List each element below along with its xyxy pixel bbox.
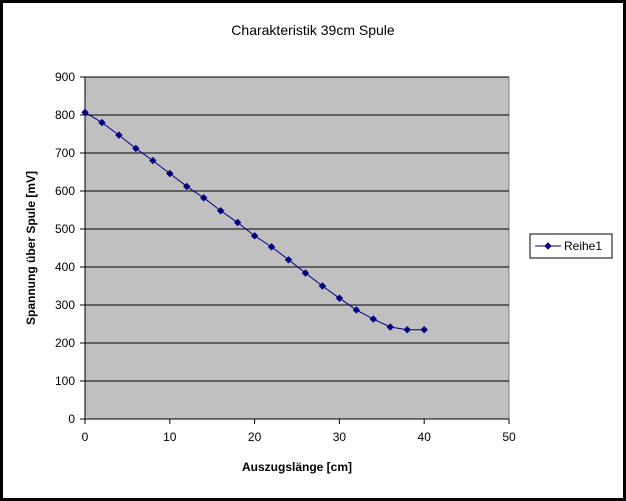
tick-labels: 0 100 200 300 400 500 600 700 800 900 0 10 20 30 40 50 [55, 70, 516, 444]
x-tick-label-40: 40 [418, 430, 432, 444]
x-tick-label-10: 10 [163, 430, 177, 444]
x-tick-label-50: 50 [502, 430, 516, 444]
y-tick-label-500: 500 [55, 222, 75, 236]
data-point [301, 269, 310, 277]
data-point [115, 131, 123, 139]
y-tick-label-300: 300 [55, 298, 75, 312]
data-point [149, 156, 157, 165]
y-tick-label-900: 900 [55, 70, 75, 84]
legend-marker [544, 242, 552, 250]
data-point [403, 325, 411, 334]
x-tick-label-20: 20 [248, 430, 262, 444]
y-tick-label-0: 0 [68, 412, 75, 426]
data-point [183, 182, 191, 191]
y-axis-title: Spannung über Spule [mV] [24, 171, 38, 325]
x-axis-title: Auszugslänge [cm] [242, 460, 352, 474]
axes [84, 77, 509, 420]
data-point [233, 218, 242, 227]
data-point [318, 282, 327, 290]
gridlines [85, 76, 509, 382]
legend-label-reihe1: Reihe1 [564, 239, 602, 253]
data-point [386, 323, 394, 331]
data-point [284, 256, 293, 264]
data-point [98, 118, 106, 127]
y-tick-label-400: 400 [55, 260, 75, 274]
data-point [250, 232, 259, 240]
y-tick-label-600: 600 [55, 184, 75, 198]
chart-title: Charakteristik 39cm Spule [231, 22, 395, 38]
data-point [335, 294, 344, 302]
y-tick-label-700: 700 [55, 146, 75, 160]
series [81, 108, 428, 334]
data-point [420, 325, 428, 334]
y-tick-label-200: 200 [55, 336, 75, 350]
x-tick-label-0: 0 [82, 430, 89, 444]
data-point [132, 144, 140, 153]
data-point [81, 108, 89, 117]
chart: Charakteristik 39cm Spule 01002003004005… [24, 22, 613, 474]
data-point [369, 315, 378, 323]
data-point [166, 169, 174, 178]
plot-area [84, 76, 510, 420]
data-point [267, 243, 276, 251]
y-tick-label-100: 100 [55, 374, 75, 388]
data-point [200, 194, 208, 202]
x-tick-label-30: 30 [333, 430, 347, 444]
data-point [216, 207, 225, 215]
data-point [352, 306, 361, 314]
y-tick-label-800: 800 [55, 108, 75, 122]
legend: Reihe1 [529, 233, 613, 259]
